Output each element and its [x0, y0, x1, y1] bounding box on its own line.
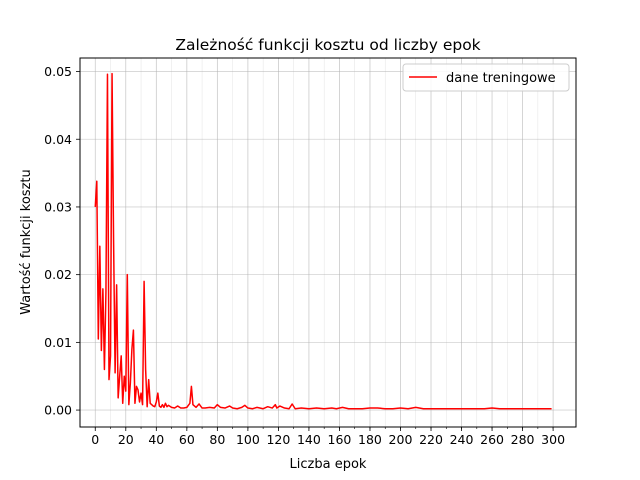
grid	[80, 58, 576, 427]
x-tick-label: 140	[297, 432, 321, 447]
ticks: 0 20 40 60 80 100 120 140 160 180 200 220 240 260 280 3…	[44, 64, 565, 447]
legend-label: dane treningowe	[446, 71, 556, 86]
x-tick-label: 200	[389, 432, 413, 447]
plot-frame	[79, 57, 577, 428]
y-axis-title: Wartość funkcji kosztu	[19, 169, 34, 314]
legend-box	[402, 63, 570, 92]
x-tick-label: 20	[118, 432, 134, 447]
x-tick-label: 280	[511, 432, 535, 447]
y-tick-label: 0.03	[44, 199, 72, 214]
x-tick-label: 40	[148, 432, 164, 447]
y-tick-label: 0.04	[44, 132, 72, 147]
x-tick-label: 300	[541, 432, 565, 447]
y-tick-label: 0.00	[44, 403, 72, 418]
chart-title: Zależność funkcji kosztu od liczby epok	[175, 36, 480, 54]
x-tick-label: 220	[419, 432, 443, 447]
legend: dane treningowe	[402, 63, 570, 92]
x-tick-label: 260	[480, 432, 504, 447]
x-tick-label: 240	[450, 432, 474, 447]
y-tick-label: 0.02	[44, 267, 72, 282]
y-tick-label: 0.05	[44, 64, 72, 79]
x-axis-title: Liczba epok	[290, 457, 367, 472]
x-tick-label: 120	[266, 432, 290, 447]
x-tick-label: 100	[236, 432, 260, 447]
series-line-dane-treningowe	[94, 72, 552, 410]
y-tick-label: 0.01	[44, 335, 72, 350]
x-tick-label: 80	[209, 432, 225, 447]
x-tick-label: 60	[179, 432, 195, 447]
x-tick-label: 160	[328, 432, 352, 447]
x-tick-label: 180	[358, 432, 382, 447]
series-layer	[94, 72, 552, 410]
x-tick-label: 0	[91, 432, 99, 447]
